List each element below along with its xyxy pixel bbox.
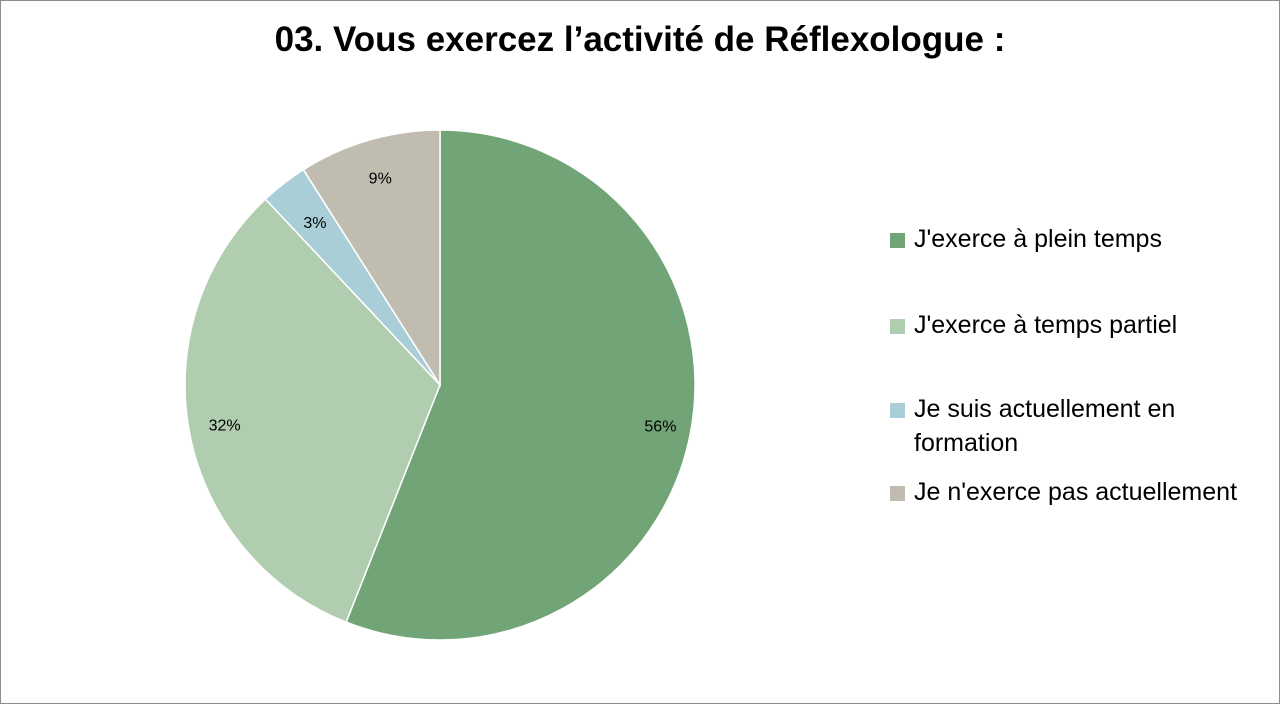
legend-label: Je n'exerce pas actuellement (914, 478, 1238, 506)
data-label: 56% (644, 418, 676, 435)
legend-item-formation: Je suis actuellement en formation (890, 392, 1204, 460)
slice-temps-partiel (184, 198, 441, 624)
data-label: 3% (303, 215, 326, 232)
legend-swatch (890, 486, 905, 501)
slice-pas-actuellement (302, 129, 441, 388)
legend-label: J'exerce à plein temps (914, 225, 1162, 253)
legend-item-pas-actuellement: Je n'exerce pas actuellement (890, 475, 1264, 509)
legend-swatch (890, 403, 905, 418)
legend-swatch (890, 233, 905, 248)
slice-plein-temps (345, 129, 696, 641)
legend-item-plein-temps: J'exerce à plein temps (890, 222, 1264, 256)
data-label: 9% (369, 171, 392, 188)
legend-item-temps-partiel: J'exerce à temps partiel (890, 308, 1264, 342)
legend-swatch (890, 319, 905, 334)
chart-title: 03. Vous exercez l’activité de Réflexolo… (274, 20, 1006, 59)
data-label: 32% (209, 417, 241, 434)
legend-label: J'exerce à temps partiel (914, 311, 1178, 339)
legend-label: Je suis actuellement en formation (914, 395, 1176, 457)
